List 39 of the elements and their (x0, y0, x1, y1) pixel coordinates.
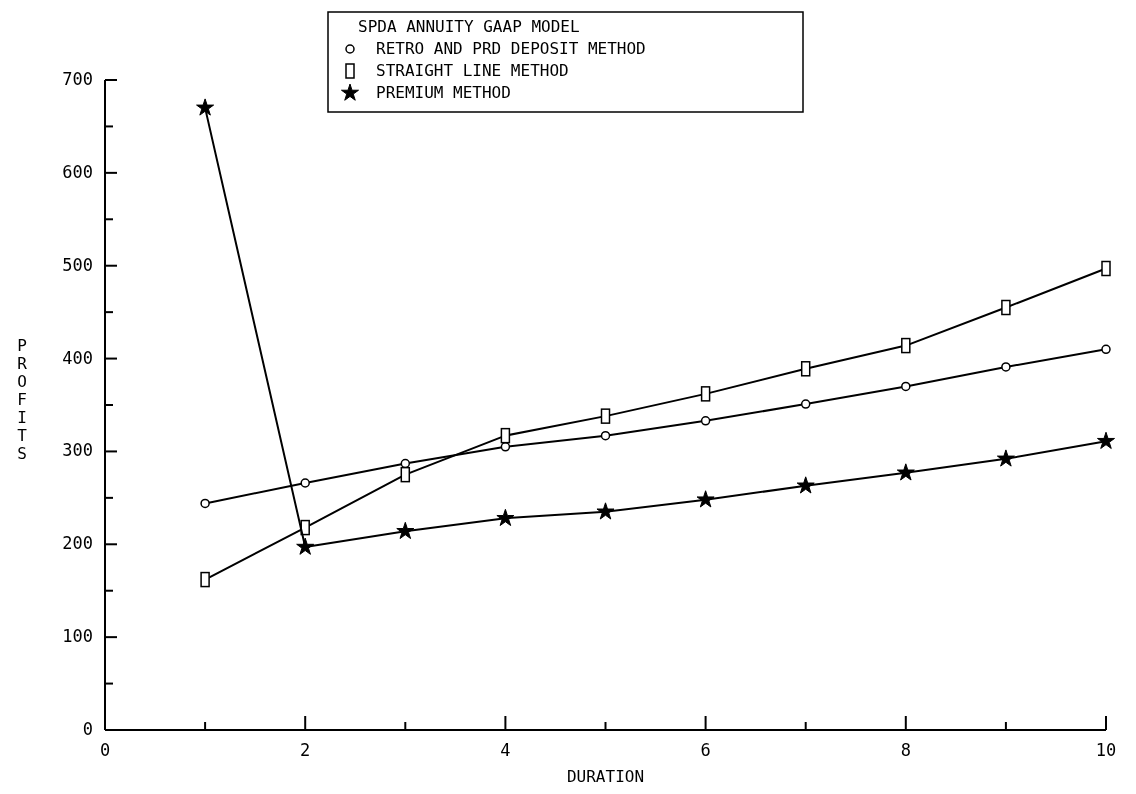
x-tick-label: 6 (700, 740, 711, 760)
point (196, 98, 215, 116)
point (300, 478, 310, 488)
point (700, 416, 711, 426)
legend-title: SPDA ANNUITY GAAP MODEL (358, 17, 580, 36)
legend-label: STRAIGHT LINE METHOD (376, 61, 569, 80)
legend-label: RETRO AND PRD DEPOSIT METHOD (376, 39, 646, 58)
y-axis-title: PROFITS (17, 336, 28, 463)
point (1096, 431, 1116, 449)
point (800, 399, 811, 409)
point (496, 508, 515, 527)
y-tick-label: 600 (62, 161, 93, 182)
x-tick-label: 10 (1095, 740, 1117, 760)
point (596, 502, 615, 520)
point (996, 449, 1015, 467)
x-tick-label: 8 (900, 740, 911, 760)
point (1101, 344, 1111, 355)
y-tick-label: 300 (62, 440, 93, 461)
point (901, 381, 911, 392)
point (1001, 362, 1011, 372)
y-tick-label: 100 (62, 626, 93, 647)
point (200, 498, 210, 509)
point (396, 521, 415, 540)
x-axis-title: DURATION (566, 767, 645, 786)
y-tick-label: 500 (62, 254, 93, 275)
y-tick-label: 0 (82, 719, 93, 739)
point (500, 442, 511, 452)
x-tick-label: 2 (300, 740, 311, 760)
y-tick-label: 400 (62, 347, 93, 368)
x-tick-label: 4 (500, 740, 511, 760)
point (600, 430, 611, 441)
point (696, 490, 715, 508)
legend-label: PREMIUM METHOD (376, 83, 511, 102)
y-tick-label: 700 (62, 69, 93, 89)
point (796, 476, 815, 494)
x-tick-label: 0 (99, 740, 111, 760)
point (296, 537, 315, 555)
point (896, 463, 915, 481)
y-tick-label: 200 (62, 533, 93, 554)
